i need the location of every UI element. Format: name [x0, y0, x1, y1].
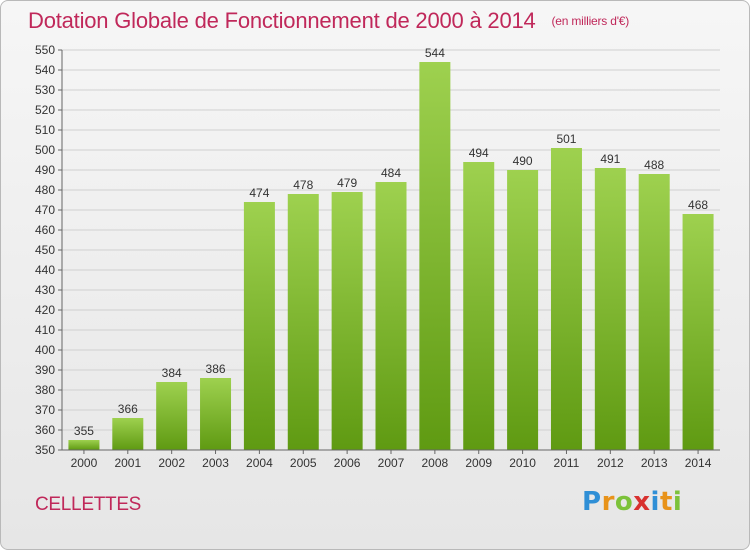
bar-2007 [375, 182, 407, 450]
value-label-2006: 479 [337, 176, 357, 190]
y-tick-label: 460 [35, 223, 55, 237]
x-tick-label-2004: 2004 [246, 456, 273, 470]
unit-label: (en milliers d'€) [551, 14, 630, 28]
y-tick-label: 400 [35, 343, 55, 357]
bar-2003 [200, 378, 232, 450]
y-tick-label: 540 [35, 63, 55, 77]
logo-letter: P [582, 487, 602, 517]
y-tick-label: 470 [35, 203, 55, 217]
y-axis-ticks: 350 360 370 380 390 400 410 420 430 440 450 460 470 4… [35, 43, 62, 457]
y-tick-label: 370 [35, 403, 55, 417]
bar-2000 [68, 440, 100, 450]
x-tick-label-2014: 2014 [685, 456, 712, 470]
y-tick-label: 380 [35, 383, 55, 397]
logo-letter: i [650, 487, 660, 517]
x-tick-label-2012: 2012 [597, 456, 624, 470]
value-label-2003: 386 [206, 362, 226, 376]
bar-2005 [287, 194, 319, 450]
y-tick-label: 530 [35, 83, 55, 97]
value-label-2013: 488 [644, 158, 664, 172]
x-tick-label-2007: 2007 [378, 456, 405, 470]
x-tick-label-2001: 2001 [114, 456, 141, 470]
y-tick-label: 550 [35, 43, 55, 57]
y-tick-label: 410 [35, 323, 55, 337]
bar-2009 [463, 162, 495, 450]
x-tick-label-2009: 2009 [465, 456, 492, 470]
bar-2008 [419, 62, 451, 450]
y-tick-label: 510 [35, 123, 55, 137]
x-tick-label-2008: 2008 [422, 456, 449, 470]
value-label-2009: 494 [469, 146, 489, 160]
bar-2011 [550, 148, 582, 450]
logo-letter: o [614, 487, 634, 517]
value-label-2005: 478 [293, 178, 313, 192]
value-label-2014: 468 [688, 198, 708, 212]
bar-2014 [682, 214, 714, 450]
value-label-2011: 501 [556, 132, 576, 146]
bar-2001 [112, 418, 144, 450]
proxiti-logo: Proxiti [582, 487, 682, 517]
y-tick-label: 440 [35, 263, 55, 277]
bar-2010 [507, 170, 539, 450]
logo-letter: r [601, 487, 615, 517]
place-name: CELLETTES [35, 494, 142, 515]
y-tick-label: 450 [35, 243, 55, 257]
bars [68, 62, 714, 450]
value-label-2002: 384 [162, 366, 182, 380]
logo-letter: i [672, 487, 683, 517]
bar-2004 [243, 202, 275, 450]
value-label-2007: 484 [381, 166, 401, 180]
x-tick-label-2010: 2010 [509, 456, 536, 470]
x-tick-label-2013: 2013 [641, 456, 668, 470]
x-tick-label-2000: 2000 [71, 456, 98, 470]
value-label-2010: 490 [513, 154, 533, 168]
y-tick-label: 360 [35, 423, 55, 437]
y-tick-label: 420 [35, 303, 55, 317]
y-tick-label: 500 [35, 143, 55, 157]
value-labels: 355 366 384 386 474 478 479 484 544 494 490 501 491 4… [74, 46, 708, 438]
y-tick-label: 430 [35, 283, 55, 297]
chart-title: Dotation Globale de Fonctionnement de 20… [28, 8, 629, 34]
y-tick-label: 520 [35, 103, 55, 117]
bar-2013 [638, 174, 670, 450]
value-label-2001: 366 [118, 402, 138, 416]
bar-2002 [156, 382, 188, 450]
y-tick-label: 490 [35, 163, 55, 177]
x-axis-ticks: 2000 2001 2002 2003 2004 2005 2006 2007 2008 2009… [71, 450, 712, 470]
value-label-2004: 474 [249, 186, 269, 200]
y-tick-label: 390 [35, 363, 55, 377]
x-tick-label-2011: 2011 [554, 456, 580, 470]
logo-letter: t [659, 487, 673, 517]
y-tick-label: 350 [35, 443, 55, 457]
value-label-2012: 491 [600, 152, 620, 166]
bar-2012 [594, 168, 626, 450]
x-tick-label-2002: 2002 [158, 456, 185, 470]
y-tick-label: 480 [35, 183, 55, 197]
value-label-2000: 355 [74, 424, 94, 438]
logo-letter: x [633, 487, 651, 517]
x-tick-label-2006: 2006 [334, 456, 361, 470]
bar-2006 [331, 192, 363, 450]
x-tick-label-2005: 2005 [290, 456, 317, 470]
value-label-2008: 544 [425, 46, 445, 60]
title-text: Dotation Globale de Fonctionnement de 20… [28, 8, 536, 33]
x-tick-label-2003: 2003 [202, 456, 229, 470]
